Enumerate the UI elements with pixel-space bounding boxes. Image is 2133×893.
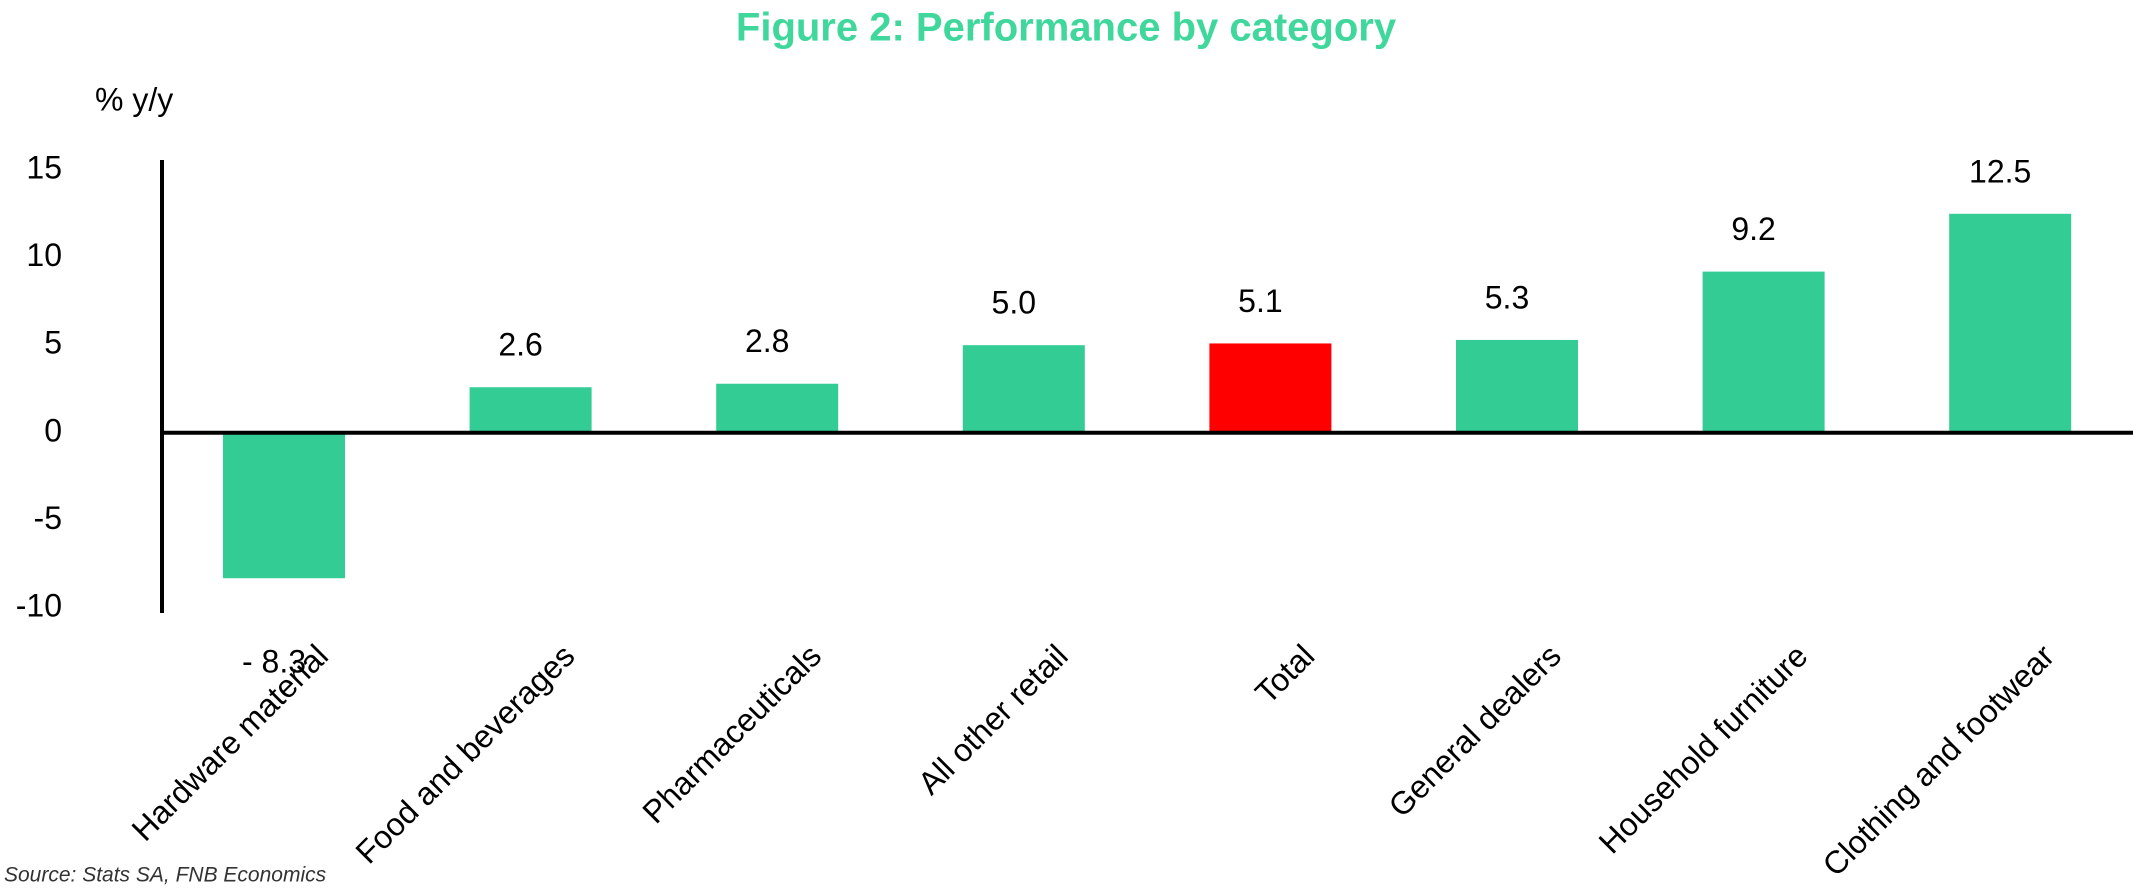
y-tick-label: -10	[16, 587, 62, 623]
value-label: 12.5	[1969, 153, 2031, 189]
bar	[1209, 343, 1332, 433]
y-tick-label: 5	[44, 325, 62, 361]
x-tick-label: Clothing and footwear	[1816, 637, 2062, 883]
value-label: - 8.3	[242, 643, 306, 679]
y-axis-label: % y/y	[95, 81, 173, 117]
x-tick-label: Food and beverages	[349, 637, 582, 870]
value-label: 2.8	[745, 323, 789, 359]
y-tick-label: -5	[34, 500, 62, 536]
bar	[716, 383, 839, 433]
y-tick-label: 0	[44, 412, 62, 448]
x-tick-label: Total	[1248, 637, 1321, 710]
bar	[1456, 339, 1578, 433]
x-tick-label: All other retail	[911, 637, 1075, 801]
value-label: 5.0	[992, 285, 1036, 321]
value-label: 2.6	[498, 327, 542, 363]
y-tick-label: 10	[26, 237, 62, 273]
bar	[223, 432, 345, 579]
x-tick-label: Pharmaceuticals	[635, 637, 828, 830]
bar	[962, 345, 1085, 433]
value-label: 9.2	[1731, 211, 1775, 247]
chart-title: Figure 2: Performance by category	[736, 6, 1397, 50]
value-label: 5.3	[1485, 279, 1529, 315]
source-note: Source: Stats SA, FNB Economics	[4, 864, 327, 887]
x-tick-label: Household furniture	[1592, 637, 1815, 860]
bar	[469, 387, 592, 433]
bar	[1702, 271, 1825, 433]
x-tick-label: General dealers	[1381, 637, 1567, 823]
value-label: 5.1	[1238, 283, 1282, 319]
y-tick-label: 15	[26, 149, 62, 185]
x-tick-label: Hardware material	[125, 637, 335, 847]
bar	[1949, 213, 2072, 433]
